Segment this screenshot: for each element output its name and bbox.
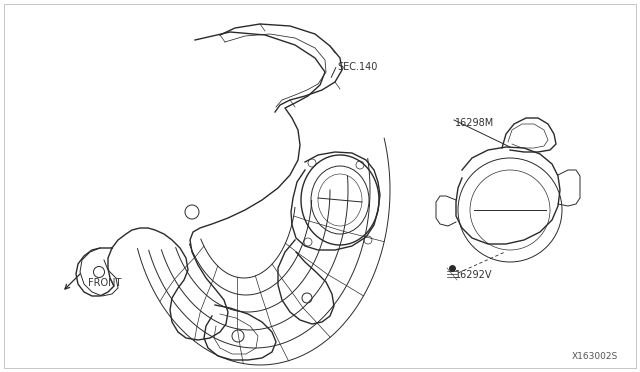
Text: FRONT: FRONT xyxy=(88,278,122,288)
Text: 16298M: 16298M xyxy=(455,118,494,128)
Text: X163002S: X163002S xyxy=(572,352,618,361)
Text: SEC.140: SEC.140 xyxy=(337,62,378,72)
Text: 16292V: 16292V xyxy=(455,270,493,280)
